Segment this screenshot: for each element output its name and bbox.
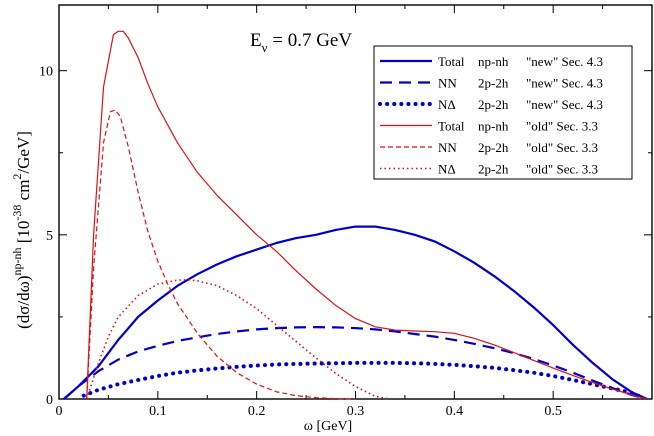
series-line-1 xyxy=(63,225,648,401)
y-tick-label: 0 xyxy=(46,393,53,408)
y-axis-label: (dσ/dω)np-nh [10-38 cm2/GeV] xyxy=(10,131,33,329)
legend-box xyxy=(373,45,633,180)
legend: Total np-nh "new" Sec. 4.3 NN 2p-2h "new" Sec… xyxy=(373,45,633,180)
series-line-3 xyxy=(81,360,645,400)
legend-label-2: "new" Sec. 4.3 xyxy=(526,76,603,91)
x-tick-label: 0 xyxy=(56,404,63,419)
curves xyxy=(63,30,648,401)
series-line-2 xyxy=(63,326,648,401)
legend-label-5: NN xyxy=(438,140,457,155)
legend-label-1: Total xyxy=(438,54,465,69)
legend-label-4: "old" Sec. 3.3 xyxy=(526,119,598,134)
legend-label-1: "new" Sec. 4.3 xyxy=(526,54,603,69)
legend-label-6: NΔ xyxy=(438,162,456,177)
legend-label-6: 2p-2h xyxy=(478,162,509,177)
y-tick-label: 5 xyxy=(46,229,53,244)
x-tick-labels: 0 0.1 0.2 0.3 0.4 0.5 xyxy=(56,404,562,419)
legend-label-2: 2p-2h xyxy=(478,76,509,91)
y-tick-label: 10 xyxy=(39,65,53,80)
legend-label-3: NΔ xyxy=(438,97,456,112)
x-tick-label: 0.4 xyxy=(446,404,464,419)
series-line-5 xyxy=(86,109,356,400)
title-subscript: ν xyxy=(262,40,268,55)
x-tick-label: 0.1 xyxy=(149,404,167,419)
x-axis-label: ω [GeV] xyxy=(304,419,352,434)
legend-label-5: 2p-2h xyxy=(478,140,509,155)
axis-ticks xyxy=(58,5,653,400)
legend-label-4: np-nh xyxy=(478,119,509,134)
legend-label-4: Total xyxy=(438,119,465,134)
y-tick-labels: 0 5 10 xyxy=(39,65,53,408)
legend-label-3: "new" Sec. 4.3 xyxy=(526,97,603,112)
legend-label-3: 2p-2h xyxy=(478,97,509,112)
svg-text:(dσ/dω)np-nh [10-38 cm2/GeV]: (dσ/dω)np-nh [10-38 cm2/GeV] xyxy=(10,131,33,329)
x-tick-label: 0.3 xyxy=(347,404,365,419)
legend-label-1: np-nh xyxy=(478,54,509,69)
legend-label-2: NN xyxy=(438,76,457,91)
series-line-4 xyxy=(86,30,648,400)
legend-label-6: "old" Sec. 3.3 xyxy=(526,162,598,177)
x-tick-label: 0.5 xyxy=(544,404,562,419)
x-tick-label: 0.2 xyxy=(248,404,266,419)
legend-label-5: "old" Sec. 3.3 xyxy=(526,140,598,155)
chart-title: Eν = 0.7 GeV xyxy=(250,30,352,55)
